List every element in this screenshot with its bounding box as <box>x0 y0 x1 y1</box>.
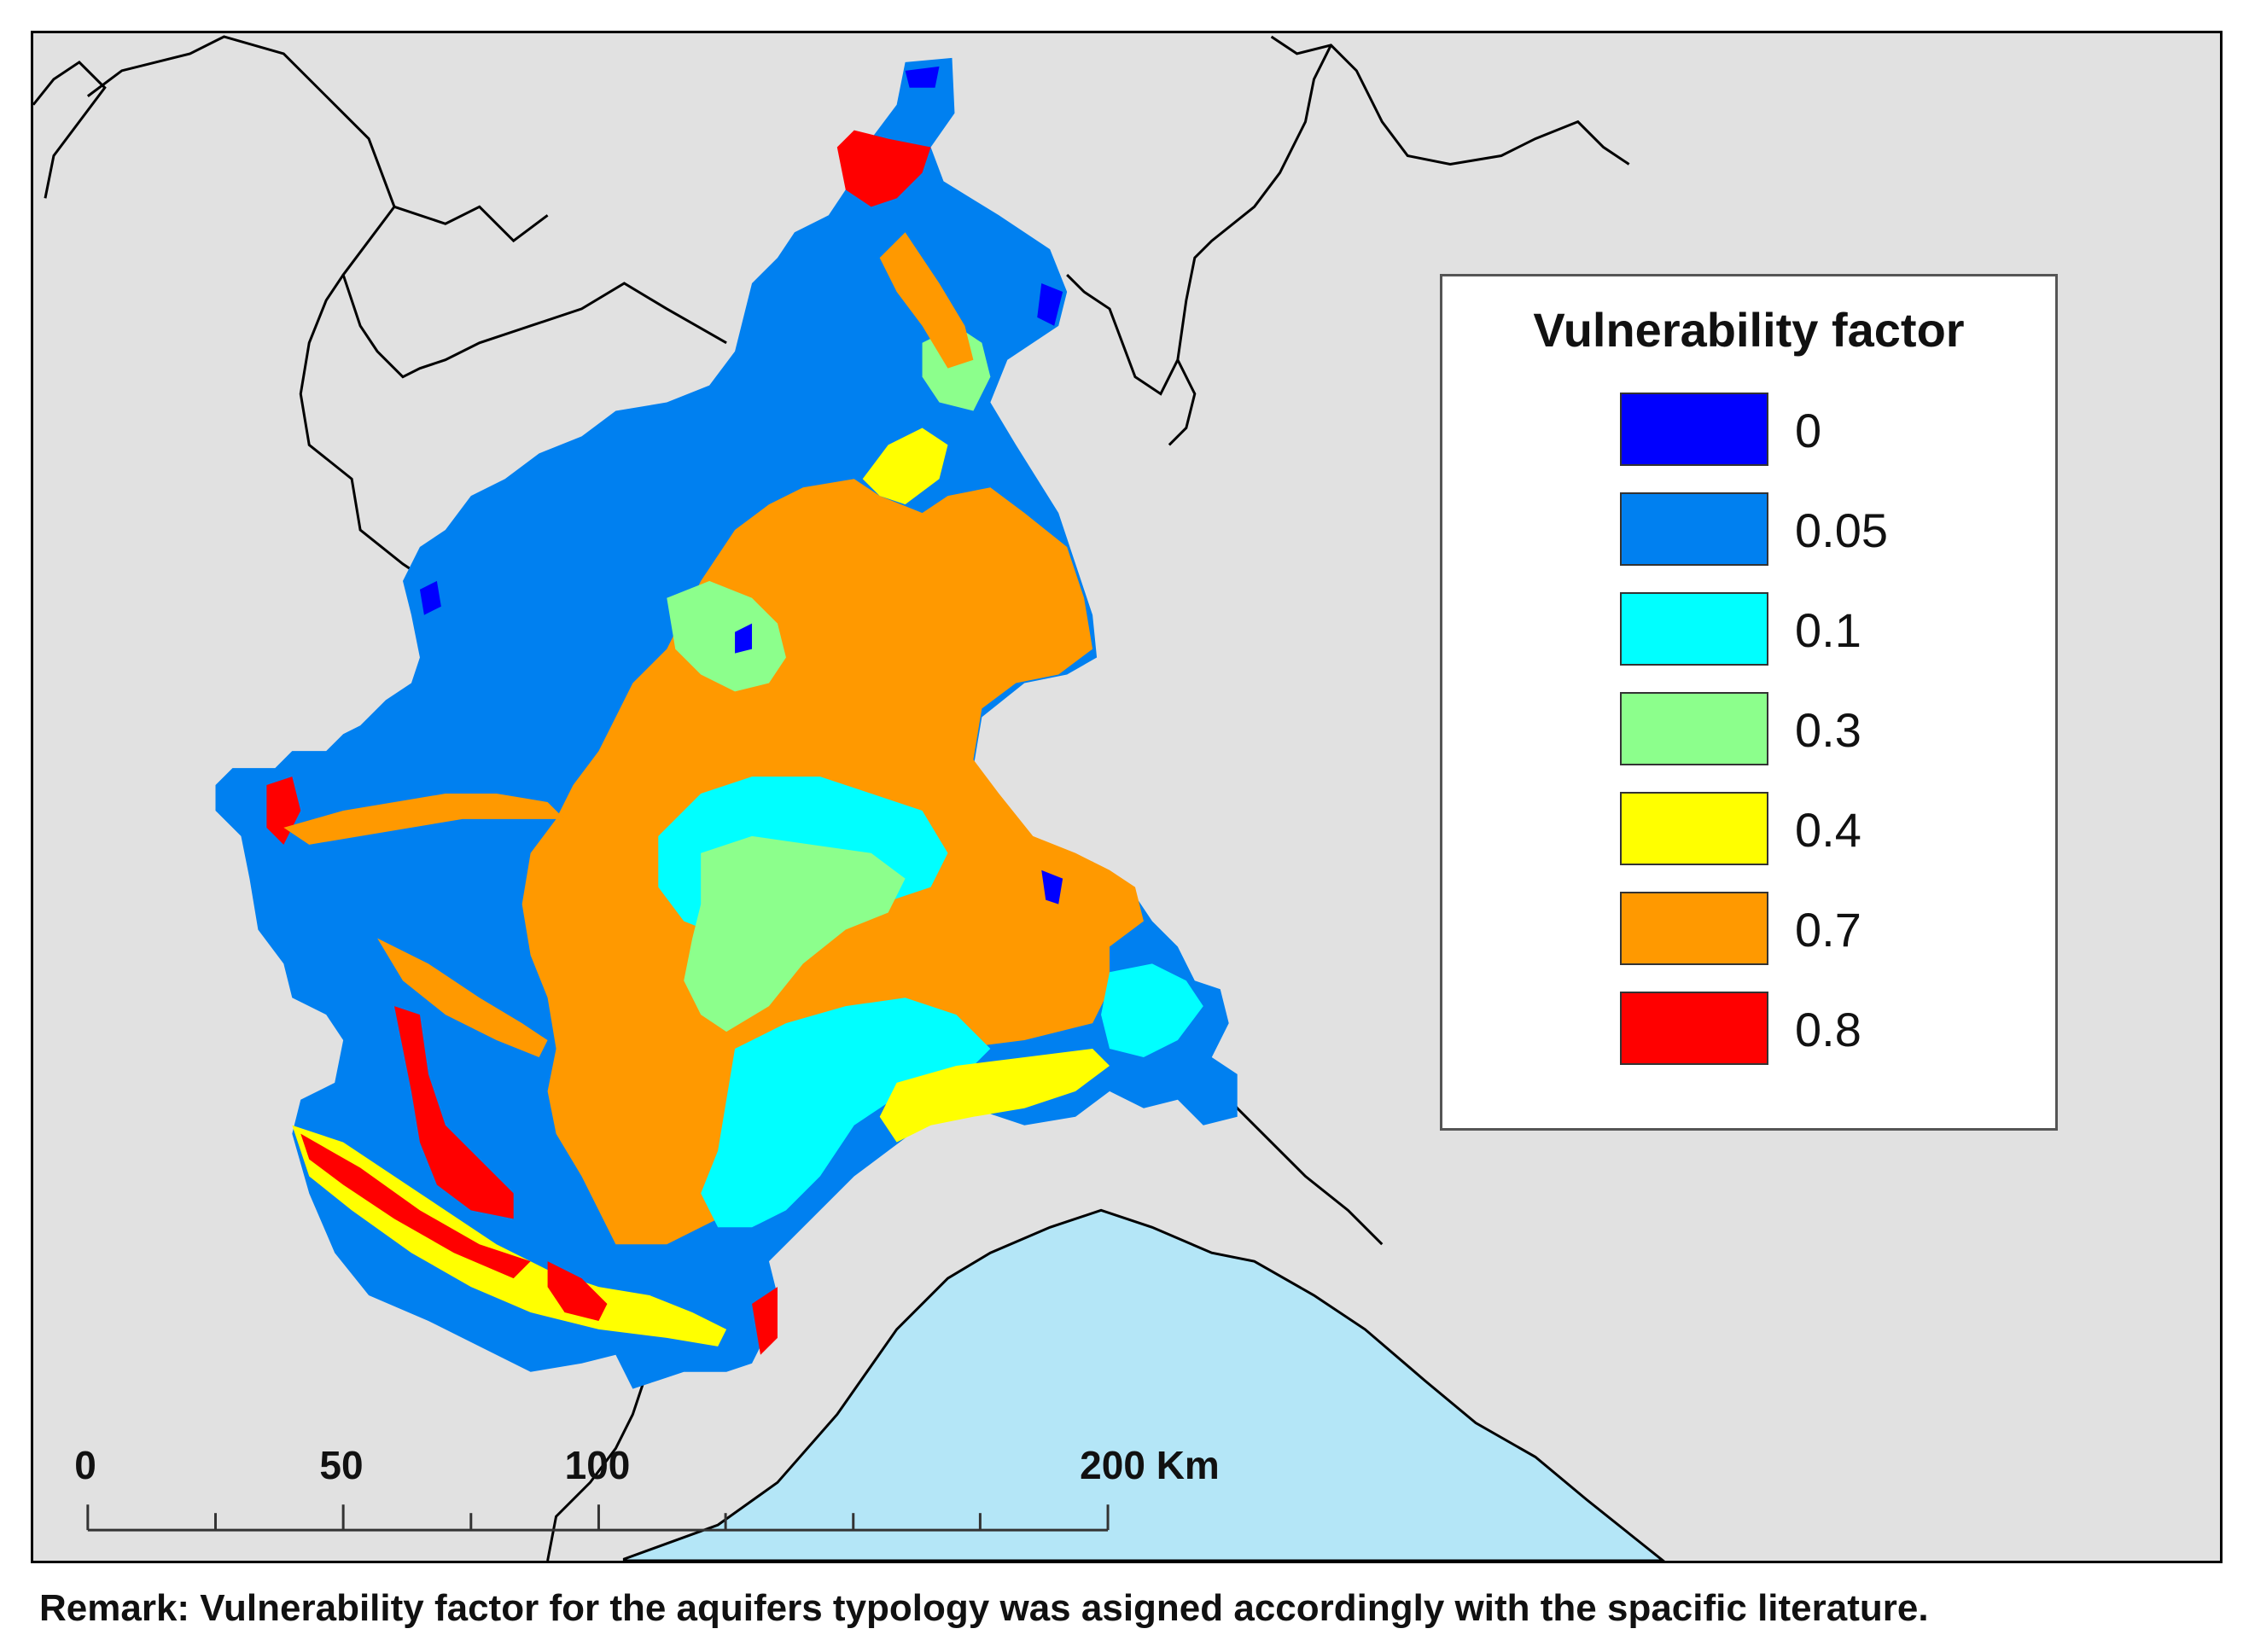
legend-item: 0.05 <box>1620 492 2030 567</box>
zone-0.3-c <box>684 835 906 1032</box>
zone-0.4-c <box>292 1125 727 1347</box>
legend-swatch <box>1620 792 1768 865</box>
zone-0.1-b <box>701 998 991 1228</box>
legend-item: 0 <box>1620 393 2030 468</box>
legend-item: 0.7 <box>1620 892 2030 967</box>
legend-swatch <box>1620 393 1768 466</box>
legend-swatch <box>1620 492 1768 566</box>
legend-box: Vulnerability factor 0 0.05 0.1 0.3 0.4 0.7 0.… <box>1440 274 2058 1131</box>
legend-label: 0 <box>1795 404 1822 457</box>
legend-label: 0.05 <box>1795 503 1888 557</box>
scale-bar <box>86 1504 1110 1532</box>
legend-swatch <box>1620 992 1768 1065</box>
legend-label: 0.1 <box>1795 603 1861 657</box>
map-frame: Vulnerability factor 0 0.05 0.1 0.3 0.4 0.7 0.… <box>31 31 2223 1563</box>
legend-item: 0.3 <box>1620 692 2030 767</box>
zone-0.7-river-c <box>377 938 548 1057</box>
zone-0.8-f <box>752 1287 778 1355</box>
zone-0.8 <box>300 1133 531 1279</box>
legend-swatch <box>1620 692 1768 765</box>
admin-borders <box>33 35 1630 1561</box>
zone-0.4 <box>879 1049 1110 1143</box>
legend-label: 0.8 <box>1795 1003 1861 1056</box>
zone-0.8-b <box>394 1006 514 1219</box>
scale-label-0: 0 <box>74 1443 96 1487</box>
zone-0.1-c <box>1101 963 1203 1057</box>
region-layers <box>215 57 1238 1389</box>
zone-0.3 <box>667 580 786 692</box>
scale-label-200-km: 200 Km <box>1080 1443 1220 1487</box>
zone-0.8-c <box>547 1261 608 1321</box>
zone-0.4-b <box>862 428 948 505</box>
sea-area <box>622 1208 1665 1561</box>
zone-0.7-river <box>283 794 565 845</box>
map-canvas <box>33 35 1665 1561</box>
scale-label-50: 50 <box>319 1443 364 1487</box>
legend-label: 0.7 <box>1795 903 1861 957</box>
legend-label: 0.4 <box>1795 803 1861 857</box>
zone-0.8-d <box>836 130 931 207</box>
legend-swatch <box>1620 592 1768 666</box>
legend-swatch <box>1620 892 1768 965</box>
remark-caption: Remark: Vulnerability factor for the aqu… <box>39 1587 1929 1629</box>
legend-label: 0.3 <box>1795 703 1861 757</box>
legend-item: 0.1 <box>1620 592 2030 667</box>
zone-0.7-river-b <box>879 232 974 369</box>
scale-label-100: 100 <box>564 1443 631 1487</box>
legend-item: 0.4 <box>1620 792 2030 867</box>
legend-title: Vulnerability factor <box>1533 303 1965 357</box>
legend-item: 0.8 <box>1620 992 2030 1067</box>
